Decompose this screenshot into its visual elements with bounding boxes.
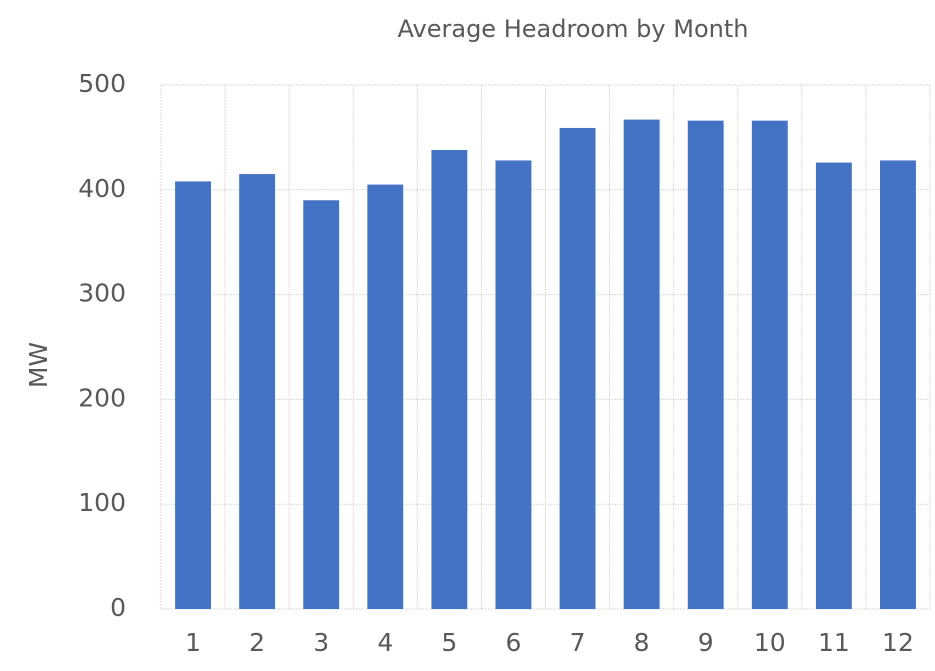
x-tick-label: 3 [313,628,329,657]
x-tick-label: 6 [506,628,522,657]
bar [751,120,788,610]
y-tick-label: 0 [110,593,126,622]
y-tick-label: 200 [78,383,126,412]
y-tick-label: 300 [78,279,126,308]
x-tick-label: 2 [249,628,265,657]
bar [303,200,340,609]
y-tick-label: 400 [78,174,126,203]
bar [495,160,532,609]
bar [815,162,852,609]
bar [559,127,596,609]
bar [239,174,276,609]
x-tick-label: 8 [634,628,650,657]
x-tick-label: 11 [818,628,850,657]
bar [367,184,404,609]
bar [175,181,211,609]
x-tick-label: 12 [882,628,914,657]
y-tick-label: 500 [78,69,126,98]
bar [687,120,724,610]
y-tick-label: 100 [78,488,126,517]
x-tick-label: 4 [377,628,393,657]
bar [880,160,916,609]
chart-title: Average Headroom by Month [398,15,749,43]
x-tick-label: 7 [570,628,586,657]
x-tick-label: 9 [698,628,714,657]
x-tick-label: 1 [185,628,201,657]
bar [623,119,660,610]
x-tick-label: 5 [441,628,457,657]
y-axis-label: MW [24,342,53,388]
bar [431,149,468,609]
x-tick-label: 10 [754,628,786,657]
